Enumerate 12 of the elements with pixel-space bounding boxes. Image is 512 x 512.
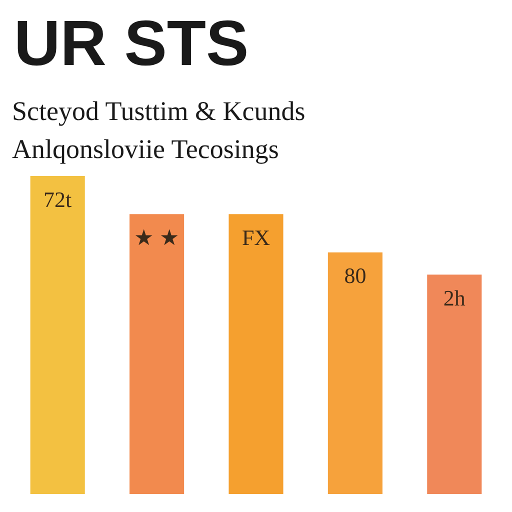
annotation: 72t [44, 186, 72, 212]
bar [228, 214, 284, 494]
bar [328, 252, 382, 494]
annotation: FX [242, 224, 270, 250]
bar [30, 176, 85, 494]
annotation: 2h [443, 285, 466, 310]
annotation: ★ ★ [134, 224, 180, 250]
bar [130, 214, 184, 494]
bar [427, 274, 482, 494]
chart-title: UR STS [14, 7, 250, 79]
annotation: 80 [344, 263, 366, 288]
chart-subtitle: Scteyod Tusttim & Kcunds Anlqonsloviie Tecosings [12, 95, 306, 166]
